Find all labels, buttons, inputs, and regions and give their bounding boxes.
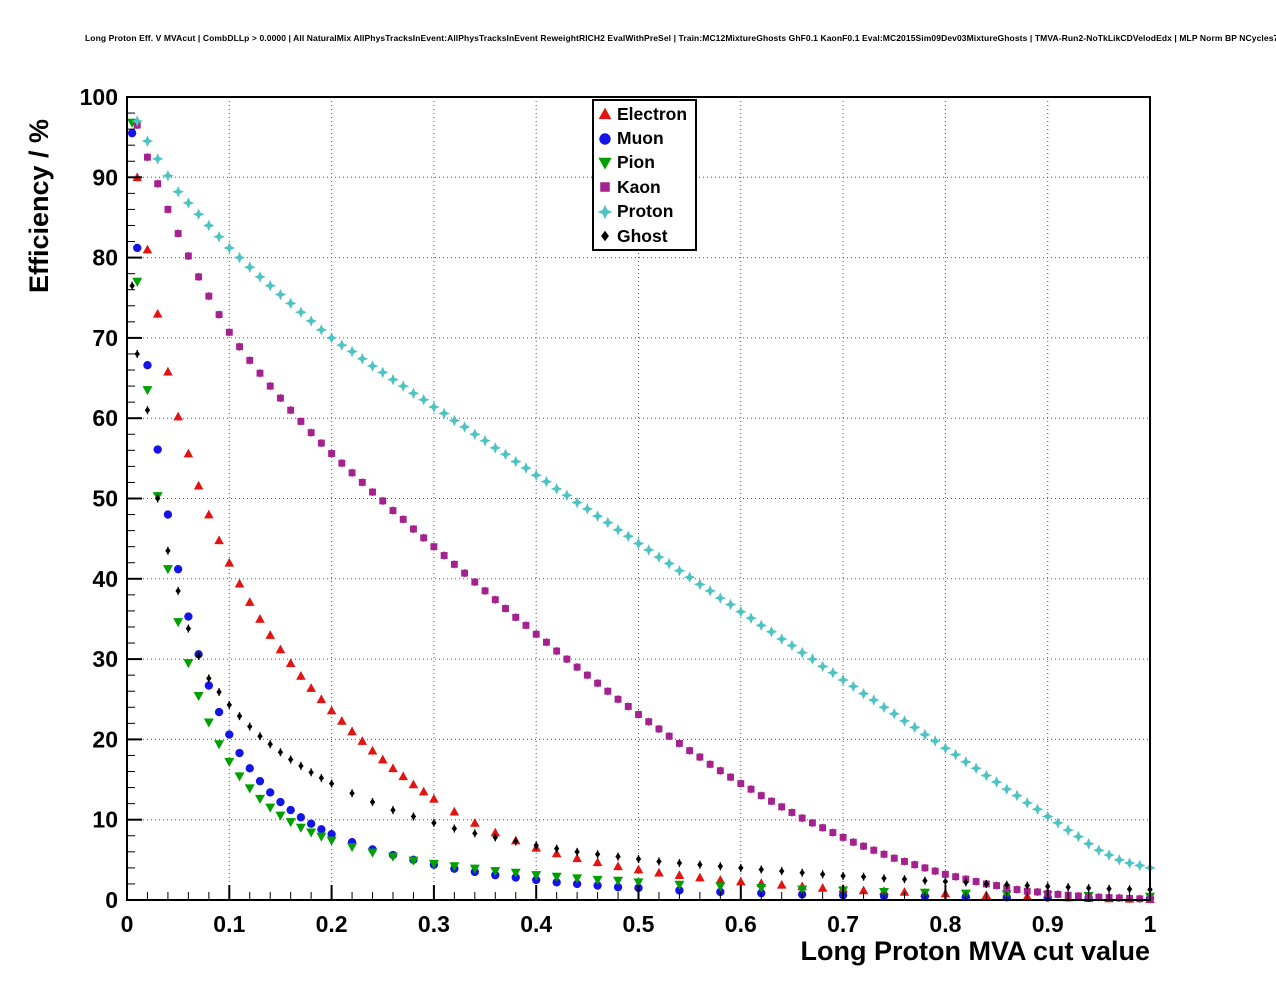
legend-entry-muon: Muon [596, 126, 687, 150]
x-tick-label: 0.9 [1032, 911, 1064, 937]
legend-label-pion: Pion [617, 152, 655, 173]
series-electron [132, 172, 1155, 904]
legend-label-muon: Muon [617, 128, 664, 149]
x-tick-label: 0.6 [725, 911, 757, 937]
axis-tick-labels: 0 0.1 0.2 0.3 0.4 0.5 0.6 0.7 0.8 0.9 101020304050… [80, 84, 1157, 937]
y-tick-label: 40 [92, 566, 118, 592]
x-tick-label: 0.8 [929, 911, 961, 937]
y-tick-label: 50 [92, 486, 118, 512]
legend-entry-pion: Pion [596, 151, 687, 175]
y-tick-label: 70 [92, 325, 118, 351]
y-tick-label: 30 [92, 646, 118, 672]
x-tick-label: 0 [121, 911, 134, 937]
y-tick-label: 90 [92, 164, 118, 190]
grid-lines [127, 97, 1150, 900]
legend-entry-proton: Proton [596, 200, 687, 224]
electron-marker-icon [598, 107, 612, 120]
legend-entry-ghost: Ghost [596, 224, 687, 248]
muon-marker-icon [599, 132, 611, 145]
series-ghost [129, 281, 1153, 894]
x-tick-label: 0.5 [623, 911, 655, 937]
ghost-marker-icon [601, 230, 609, 242]
axis-ticks [126, 96, 1151, 901]
kaon-marker-icon [600, 182, 610, 193]
legend-label-proton: Proton [617, 201, 674, 222]
legend-label-kaon: Kaon [617, 176, 661, 197]
x-tick-label: 0.7 [827, 911, 859, 937]
x-axis-title: Long Proton MVA cut value [800, 936, 1151, 966]
proton-marker-icon [597, 204, 613, 220]
y-tick-label: 80 [92, 245, 118, 271]
legend-entry-electron: Electron [596, 102, 687, 126]
series-pion [127, 118, 1155, 902]
series-proton [131, 115, 1156, 874]
x-tick-label: 0.1 [213, 911, 245, 937]
y-tick-label: 100 [80, 84, 118, 110]
y-tick-label: 0 [105, 887, 118, 913]
x-tick-label: 1 [1144, 911, 1157, 937]
pion-marker-icon [598, 157, 612, 170]
legend: Electron Muon Pion Kaon Proton Ghost [592, 99, 698, 252]
y-tick-label: 60 [92, 405, 118, 431]
y-tick-label: 10 [92, 807, 118, 833]
y-tick-label: 20 [92, 726, 118, 752]
x-tick-label: 0.3 [418, 911, 450, 937]
x-tick-label: 0.4 [520, 911, 552, 937]
legend-label-ghost: Ghost [617, 225, 668, 246]
plot-title: Long Proton Eff. V MVAcut | CombDLLp > 0… [85, 33, 1276, 43]
legend-entry-kaon: Kaon [596, 175, 687, 199]
legend-label-electron: Electron [617, 103, 688, 124]
x-tick-label: 0.2 [316, 911, 348, 937]
